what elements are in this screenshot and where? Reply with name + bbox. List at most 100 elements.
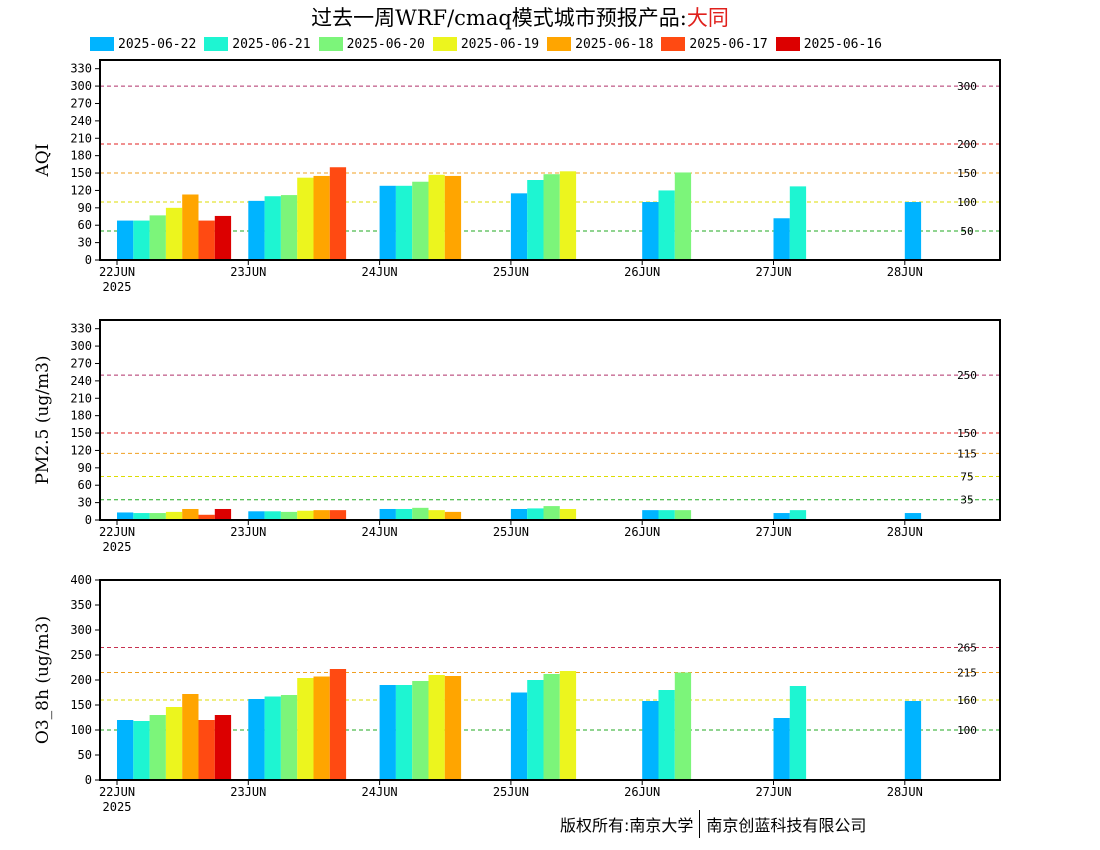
- y-tick-label: 350: [70, 598, 92, 612]
- bar: [904, 701, 922, 780]
- threshold-label: 250: [957, 369, 977, 382]
- bar: [904, 513, 922, 520]
- y-tick-label: 270: [70, 96, 92, 110]
- bar: [182, 694, 199, 780]
- bar: [165, 511, 183, 520]
- y-tick-label: 90: [78, 461, 92, 475]
- y-tick-label: 250: [70, 648, 92, 662]
- threshold-label: 150: [957, 427, 977, 440]
- bar: [214, 215, 232, 260]
- x-tick-label: 25JUN: [493, 265, 529, 279]
- threshold-label: 150: [957, 167, 977, 180]
- legend-item: 2025-06-21: [204, 35, 311, 53]
- bar: [182, 508, 199, 520]
- bar: [527, 180, 544, 260]
- y-tick-label: 120: [70, 183, 92, 197]
- copyright: 版权所有:南京大学 南京创蓝科技有限公司: [560, 810, 866, 838]
- legend-item: 2025-06-20: [318, 35, 425, 53]
- bar: [297, 177, 314, 260]
- x-tick-label: 26JUN: [624, 785, 660, 799]
- bar: [559, 171, 577, 260]
- bar: [642, 202, 659, 260]
- y-axis-label: PM2.5 (ug/m3): [33, 355, 53, 484]
- bar: [165, 707, 183, 780]
- bar: [428, 174, 445, 260]
- copyright-right: 南京创蓝科技有限公司: [706, 816, 867, 835]
- threshold-label: 200: [957, 138, 977, 151]
- bar: [182, 194, 199, 260]
- bar: [395, 685, 413, 780]
- threshold-label: 265: [957, 642, 977, 655]
- bar: [214, 508, 232, 520]
- bar: [674, 510, 692, 520]
- x-tick-label: 28JUN: [887, 525, 923, 539]
- legend-swatch: [547, 37, 572, 51]
- chart-title: 过去一周WRF/cmaq模式城市预报产品:大同: [0, 2, 1040, 32]
- bar: [395, 508, 413, 520]
- bar: [264, 511, 281, 520]
- threshold-label: 50: [960, 225, 973, 238]
- legend-item: 2025-06-18: [547, 35, 653, 53]
- x-tick-label: 28JUN: [887, 785, 923, 799]
- bar: [773, 718, 790, 780]
- bar: [543, 674, 560, 780]
- bar: [379, 685, 396, 780]
- legend-item: 2025-06-22: [90, 35, 196, 53]
- y-tick-label: 60: [78, 478, 92, 492]
- bar: [248, 699, 265, 780]
- bar: [428, 510, 445, 520]
- y-tick-label: 400: [70, 573, 92, 587]
- x-tick-label: 23JUN: [230, 785, 266, 799]
- x-year-label: 2025: [103, 540, 132, 554]
- y-tick-label: 210: [70, 131, 92, 145]
- bar: [379, 508, 396, 520]
- bar: [789, 510, 807, 520]
- y-tick-label: 0: [85, 513, 92, 527]
- bar: [248, 511, 265, 520]
- y-tick-label: 210: [70, 391, 92, 405]
- title-main: 过去一周WRF/cmaq模式城市预报产品:: [311, 6, 687, 30]
- x-tick-label: 23JUN: [230, 525, 266, 539]
- bar: [133, 721, 150, 780]
- bar: [297, 510, 314, 520]
- bar: [444, 676, 462, 780]
- bar: [674, 172, 692, 260]
- bar: [280, 695, 298, 780]
- bar: [543, 506, 560, 520]
- y-tick-label: 180: [70, 409, 92, 423]
- y-axis-label: O3_8h (ug/m3): [33, 616, 53, 744]
- legend-item: 2025-06-16: [775, 35, 882, 53]
- bar: [444, 175, 462, 260]
- bar: [280, 511, 298, 520]
- x-tick-label: 22JUN: [99, 265, 135, 279]
- bar: [510, 193, 528, 260]
- y-tick-label: 150: [70, 166, 92, 180]
- y-tick-label: 150: [70, 698, 92, 712]
- bar: [297, 678, 314, 780]
- bar: [117, 720, 134, 780]
- bar: [329, 167, 347, 260]
- x-tick-label: 28JUN: [887, 265, 923, 279]
- legend-swatch: [432, 37, 457, 51]
- bar: [658, 190, 675, 260]
- bar: [674, 672, 692, 780]
- bar: [165, 207, 183, 260]
- legend-label: 2025-06-19: [460, 36, 540, 52]
- bar: [510, 508, 528, 520]
- bar: [329, 669, 347, 780]
- x-tick-label: 23JUN: [230, 265, 266, 279]
- y-tick-label: 300: [70, 339, 92, 353]
- bar: [198, 514, 215, 520]
- bar: [133, 220, 150, 260]
- bar: [789, 686, 807, 780]
- y-tick-label: 300: [70, 623, 92, 637]
- y-tick-label: 270: [70, 356, 92, 370]
- bar: [149, 513, 166, 520]
- y-tick-label: 330: [70, 322, 92, 336]
- x-tick-label: 25JUN: [493, 785, 529, 799]
- threshold-label: 115: [957, 447, 977, 460]
- plot-frame: [99, 59, 1001, 261]
- bar: [527, 680, 544, 780]
- bar: [329, 510, 347, 520]
- title-city: 大同: [686, 6, 729, 30]
